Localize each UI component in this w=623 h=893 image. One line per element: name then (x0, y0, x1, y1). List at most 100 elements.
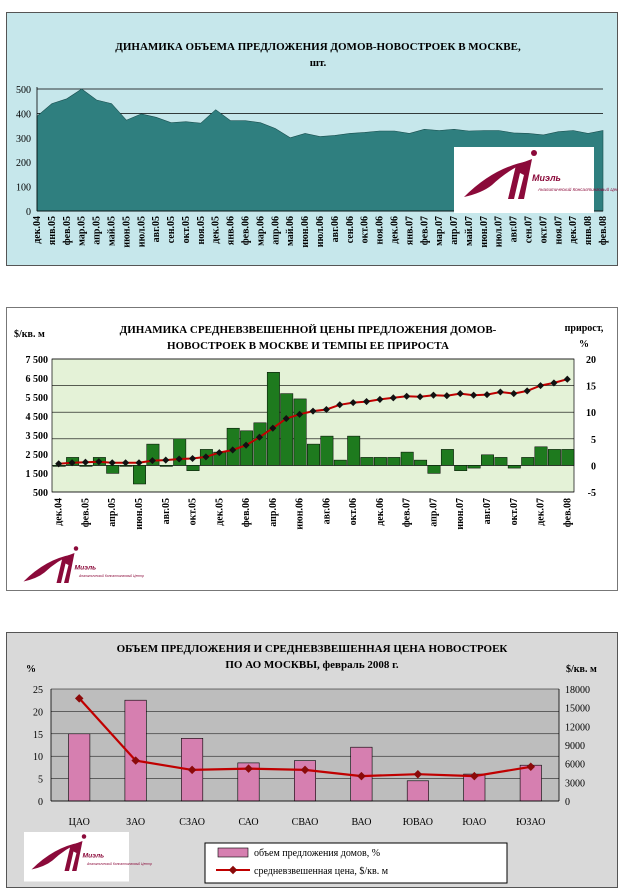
x-tick-label: ЮВАО (403, 817, 433, 828)
bar (467, 465, 481, 469)
line-marker (202, 453, 210, 461)
line-marker (135, 459, 143, 467)
logo-dot-icon (73, 546, 79, 551)
chart-title-line2: ПО АО МОСКВЫ, февраль 2008 г. (225, 659, 399, 671)
x-tick-label: апр.06 (270, 216, 281, 245)
legend-entry-bars: объем предложения домов, % (254, 848, 380, 859)
x-tick-label: ЮЗАО (516, 817, 545, 828)
logo: Миэль Аналитический Консалтинговый Центр (23, 546, 144, 583)
line-marker (309, 407, 317, 415)
y-right-tick-label: 6000 (565, 760, 585, 771)
line-marker (300, 765, 310, 775)
bar (406, 780, 429, 802)
y-left-tick-label: 5 (38, 775, 43, 786)
x-tick-label: авг.07 (482, 498, 493, 524)
x-tick-label: ВАО (351, 817, 371, 828)
x-tick-label: окт.07 (509, 498, 520, 525)
x-tick-label: июл.07 (494, 216, 505, 247)
x-tick-label: май.07 (464, 216, 475, 246)
logo-subtitle: Аналитический Консалтинговый Центр (78, 574, 144, 578)
bar (494, 457, 508, 466)
y-right-tick-label: 15 (586, 382, 596, 393)
x-tick-label: дек.05 (211, 216, 222, 244)
legend-entry-line: средневзвешенная цена, $/кв. м (254, 866, 389, 877)
logo-swoosh-icon (23, 554, 73, 582)
logo-letter-icon (508, 159, 532, 199)
bar (507, 465, 521, 469)
x-tick-label: июн.07 (479, 216, 490, 248)
plot-area (51, 358, 575, 493)
line-marker (563, 375, 571, 383)
bar (360, 457, 374, 466)
x-tick-label: окт.06 (348, 498, 359, 525)
x-tick-label: июн.05 (121, 216, 132, 248)
x-tick-label: СЗАО (179, 817, 205, 828)
line-marker (95, 458, 103, 466)
x-tick-label: дек.06 (375, 498, 386, 526)
line-marker (282, 415, 290, 423)
y-left-axis-label: $/кв. м (14, 329, 45, 340)
y-left-tick-label: 3 500 (26, 431, 49, 442)
bar (347, 435, 361, 466)
x-tick-label: июл.06 (315, 216, 326, 247)
bar (440, 449, 454, 466)
y-right-axis-unit: % (579, 339, 589, 350)
line-marker (413, 770, 423, 779)
bar (79, 465, 93, 467)
chart-title-line1: ОБЪЕМ ПРЕДЛОЖЕНИЯ И СРЕДНЕВЗВЕШЕННАЯ ЦЕН… (117, 643, 508, 655)
y-left-tick-label: 0 (38, 797, 43, 808)
x-tick-label: авг.06 (330, 216, 341, 242)
y-left-tick-label: 2 500 (26, 450, 49, 461)
x-tick-label: июн.06 (300, 216, 311, 248)
y-right-tick-label: 12000 (565, 722, 590, 733)
x-tick-label: ноя.06 (375, 216, 386, 244)
line-marker (470, 391, 478, 399)
y-right-tick-label: 0 (565, 797, 570, 808)
line-marker (296, 410, 304, 418)
line-marker (349, 399, 357, 407)
x-tick-label: фев.06 (241, 216, 252, 245)
x-tick-label: мар.06 (255, 216, 266, 246)
x-tick-label: ЦАО (69, 817, 90, 828)
bar (226, 427, 240, 466)
line-marker (537, 382, 545, 390)
x-tick-label: янв.05 (47, 216, 58, 245)
y-right-tick-label: 3000 (565, 778, 585, 789)
x-tick-label: апр.07 (449, 216, 460, 245)
x-tick-label: май.05 (106, 216, 117, 246)
line-marker (510, 390, 518, 398)
x-tick-label: мар.05 (77, 216, 88, 246)
y-tick-label: 100 (16, 183, 31, 194)
line-marker (496, 388, 504, 396)
y-left-tick-label: 5 500 (26, 393, 49, 404)
panel-price-dynamics: ДИНАМИКА СРЕДНЕВЗВЕШЕННОЙ ЦЕНЫ ПРЕДЛОЖЕН… (6, 307, 618, 591)
line-marker (483, 391, 491, 399)
x-tick-label: фев.05 (80, 498, 91, 527)
x-tick-label: фев.06 (241, 498, 252, 527)
line-marker (357, 771, 366, 781)
bar (106, 465, 120, 474)
line-marker (376, 395, 384, 403)
legend-box (204, 842, 508, 884)
line-marker (443, 392, 451, 400)
line-marker (470, 771, 479, 781)
x-tick-label: авг.07 (509, 216, 520, 242)
x-tick-label: авг.06 (321, 498, 332, 524)
x-tick-label: мар.07 (434, 216, 445, 246)
line-marker (523, 387, 531, 395)
legend: объем предложения домов, % средневзвешен… (204, 842, 508, 884)
bar (534, 446, 548, 466)
chart-title-line2: шт. (310, 57, 327, 69)
x-tick-label: янв.08 (583, 216, 594, 245)
x-tick-label: СВАО (292, 817, 319, 828)
line-marker (189, 454, 197, 463)
x-tick-label: апр.05 (92, 216, 103, 245)
x-tick-label: фев.08 (562, 498, 573, 527)
panel-district-breakdown: ОБЪЕМ ПРЕДЛОЖЕНИЯ И СРЕДНЕВЗВЕШЕННАЯ ЦЕН… (6, 632, 618, 888)
bar (253, 422, 267, 466)
y-left-tick-label: 500 (33, 488, 48, 499)
x-tick-label: дек.05 (214, 498, 225, 526)
x-tick-label: июн.06 (295, 498, 306, 530)
x-tick-label: май.06 (285, 216, 296, 246)
x-tick-label: апр.06 (268, 498, 279, 527)
